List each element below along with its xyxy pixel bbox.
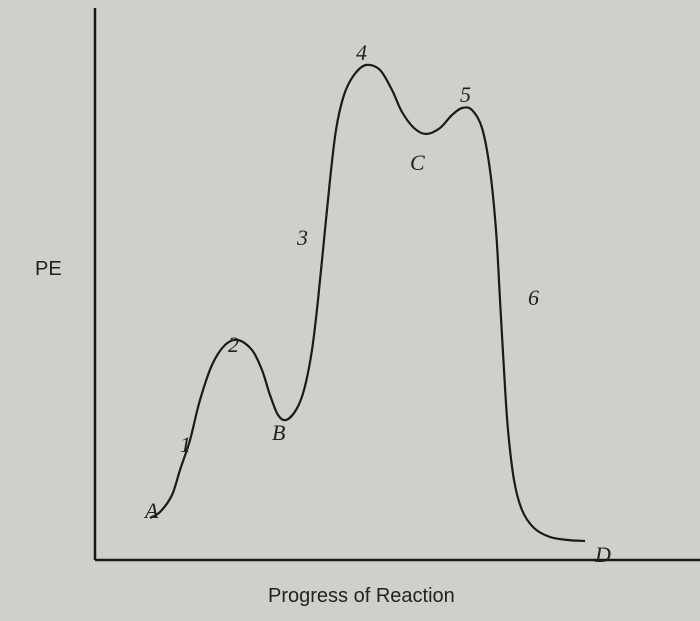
axes (95, 8, 700, 560)
point-A-label: A (145, 498, 158, 524)
point-B-label: B (272, 420, 285, 446)
energy-diagram: PE Progress of Reaction A B C D 1 2 3 4 … (0, 0, 700, 621)
segment-1-label: 1 (180, 432, 191, 458)
y-axis-label: PE (35, 258, 62, 281)
segment-4-label: 4 (356, 40, 367, 66)
segment-6-label: 6 (528, 285, 539, 311)
chart-svg (0, 0, 700, 621)
x-axis-label: Progress of Reaction (268, 585, 455, 608)
segment-5-label: 5 (460, 82, 471, 108)
segment-3-label: 3 (297, 225, 308, 251)
reaction-curve (150, 65, 585, 541)
point-C-label: C (410, 150, 425, 176)
segment-2-label: 2 (228, 332, 239, 358)
point-D-label: D (595, 542, 611, 568)
